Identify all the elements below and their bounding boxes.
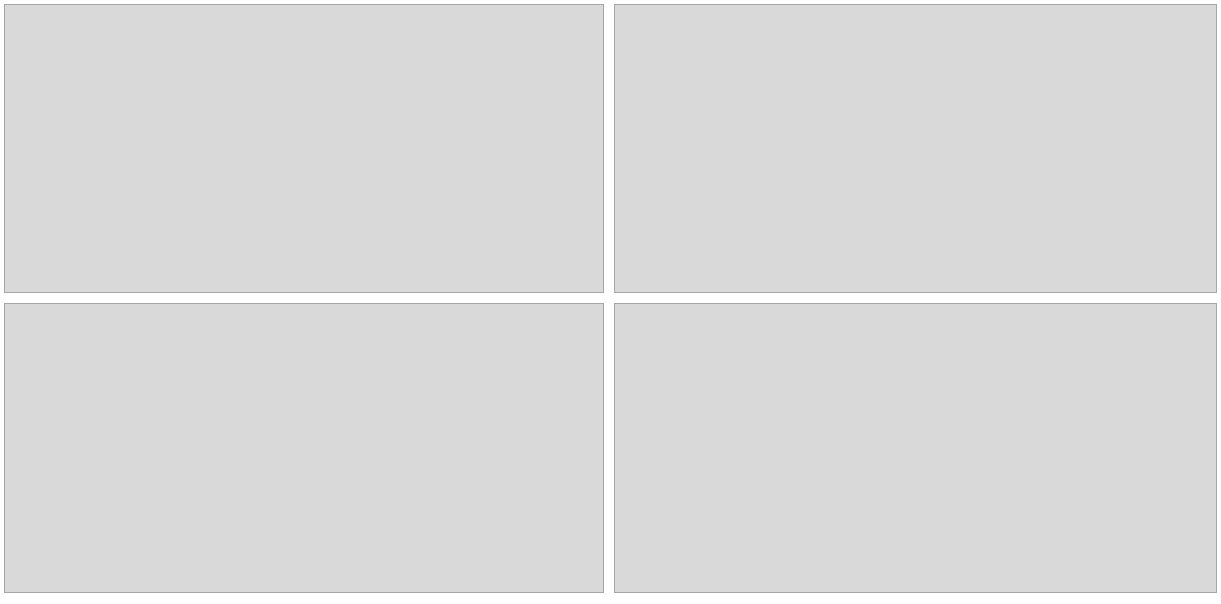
chart-panel-common-wheat-flour-exports	[614, 303, 1217, 593]
chart-panel-common-wheat-imports	[4, 4, 604, 293]
chart-panel-maize-imports	[614, 4, 1217, 293]
chart-panel-barley-exports	[4, 303, 604, 593]
